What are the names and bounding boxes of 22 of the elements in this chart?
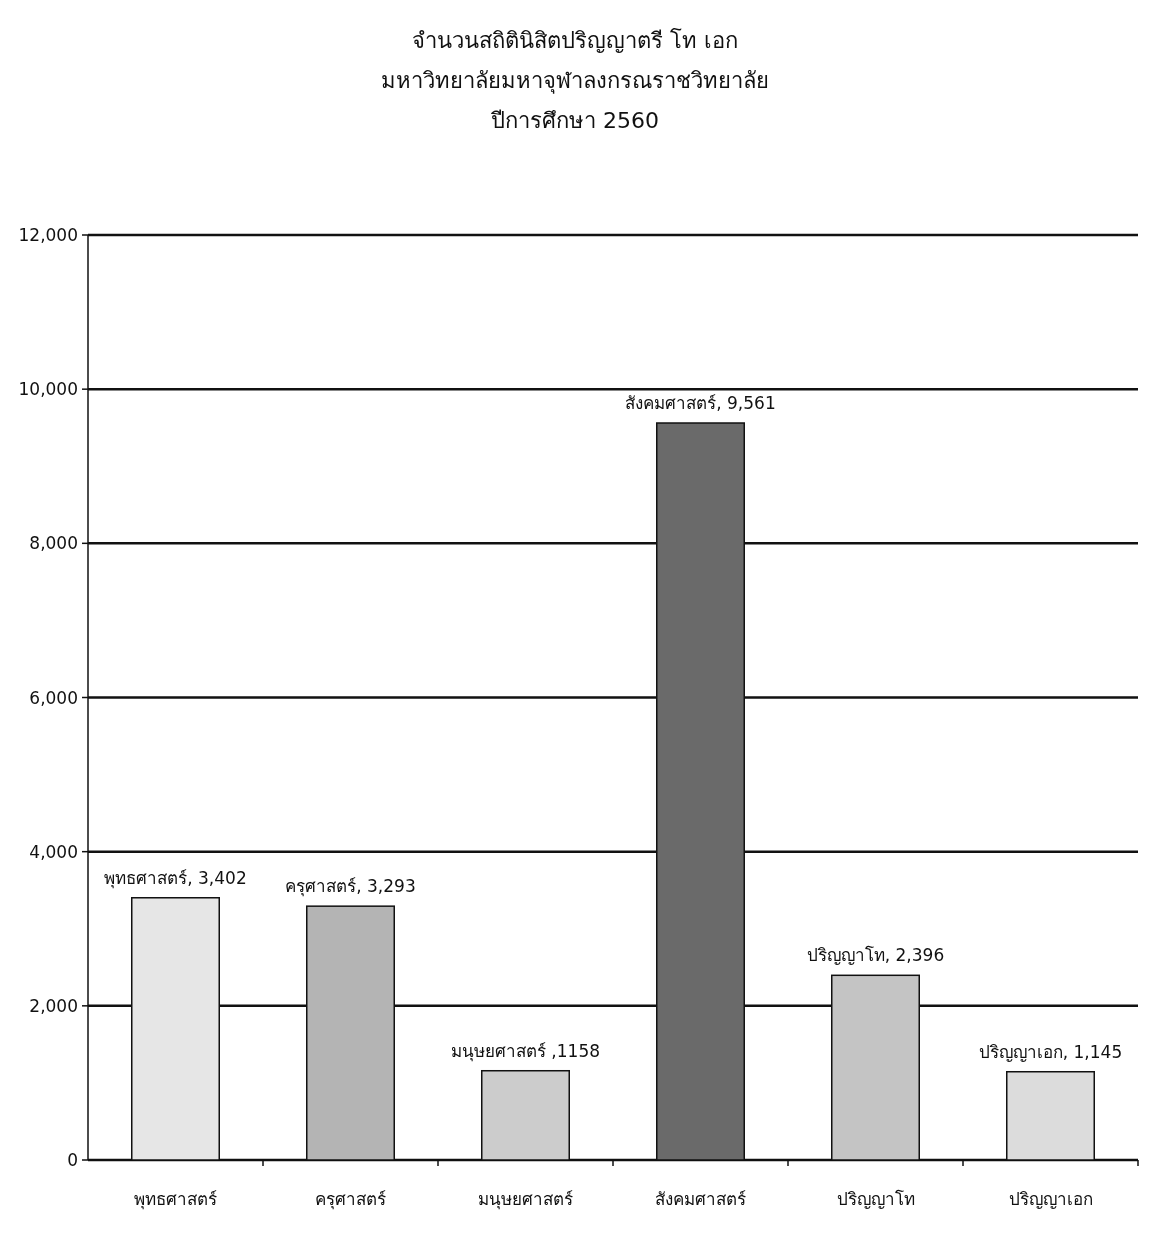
- xtick: พุทธศาสตร์: [134, 1189, 217, 1209]
- ytick: 0: [67, 1150, 78, 1170]
- ytick: 10,000: [18, 379, 78, 400]
- xtick: ปริญญาเอก: [1008, 1189, 1093, 1209]
- ytick: 4,000: [29, 841, 78, 862]
- title: จำนวนสถิตินิสิตปริญญาตรี โท เอก: [412, 28, 738, 53]
- value-label: มนุษยศาสตร์ ,1158: [450, 1040, 601, 1061]
- value-label: ปริญญาโท, 2,396: [806, 945, 945, 966]
- value-label: พุทธศาสตร์, 3,402: [104, 867, 247, 888]
- value-label: ครุศาสตร์, 3,293: [285, 876, 416, 897]
- ytick: 8,000: [29, 533, 78, 554]
- value-label: ปริญญาเอก, 1,145: [978, 1041, 1123, 1062]
- xtick: ครุศาสตร์: [315, 1189, 386, 1209]
- ytick: 2,000: [29, 995, 78, 1016]
- ytick: 12,000: [18, 225, 78, 245]
- xtick: มนุษยศาสตร์: [478, 1189, 573, 1209]
- subtitle: ปีการศึกษา 2560: [491, 108, 659, 133]
- ytick: 6,000: [29, 687, 78, 708]
- subtitle: มหาวิทยาลัยมหาจุฬาลงกรณราชวิทยาลัย: [381, 68, 769, 93]
- xtick: ปริญญาโท: [836, 1189, 915, 1209]
- value-label: สังคมศาสตร์, 9,561: [625, 393, 776, 413]
- xtick: สังคมศาสตร์: [655, 1189, 746, 1209]
